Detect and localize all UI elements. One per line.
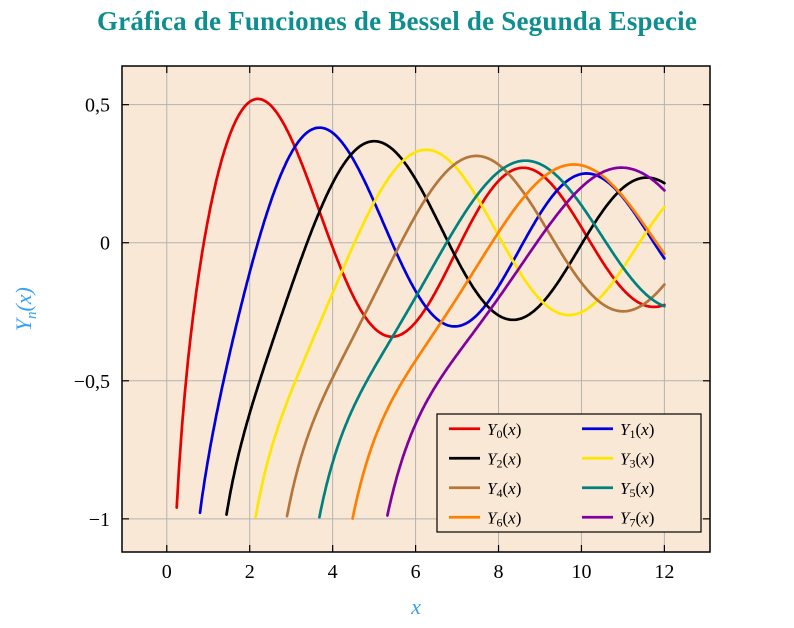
legend-label: Y7(x): [620, 508, 654, 529]
legend-item: Y5(x): [582, 479, 654, 500]
y-axis-label: Yn(x): [10, 249, 46, 369]
chart-title: Gráfica de Funciones de Bessel de Segund…: [96, 6, 698, 36]
x-tick-label: 10: [571, 561, 591, 583]
tick-labels: 0 2 4 6 8 10 12 0,5 0 −0,5 −1: [74, 95, 675, 583]
legend-label: Y1(x): [620, 420, 654, 441]
legend-label: Y3(x): [620, 449, 654, 470]
legend-item: Y0(x): [449, 420, 521, 441]
y-axis-label-sub: n: [24, 311, 41, 320]
curve-y1: [198, 126, 666, 515]
x-axis-label: x: [411, 594, 421, 619]
legend-item: Y2(x): [449, 449, 521, 470]
y-tick-label: −0,5: [74, 371, 110, 393]
curve-y5: [318, 159, 666, 519]
tick-marks: [122, 66, 710, 552]
x-tick-label: 6: [411, 561, 421, 583]
legend-item: Y7(x): [582, 508, 654, 529]
x-tick-label: 2: [245, 561, 255, 583]
y-axis-label-base: Y: [10, 319, 36, 332]
legend: Y0(x) Y1(x) Y2(x) Y3(x) Y4(x) Y5(x) Y6(x) Y7(x): [436, 413, 702, 533]
curve-y7: [386, 166, 666, 517]
y-tick-label: 0: [100, 233, 110, 255]
y-tick-label: −1: [89, 509, 110, 531]
curve-y2: [225, 139, 666, 516]
curve-y6: [351, 163, 666, 520]
y-tick-label: 0,5: [85, 95, 110, 117]
curves: [175, 97, 666, 520]
legend-label: Y5(x): [620, 479, 654, 500]
legend-label: Y2(x): [487, 449, 521, 470]
x-tick-label: 4: [328, 561, 338, 583]
legend-box: [436, 413, 702, 533]
y-axis-label-args: (x): [10, 287, 36, 312]
legend-item: Y4(x): [449, 479, 521, 500]
legend-item: Y1(x): [582, 420, 654, 441]
curve-y4: [285, 154, 666, 518]
curve-y0: [175, 97, 666, 509]
curve-y3: [254, 148, 666, 519]
legend-item: Y3(x): [582, 449, 654, 470]
x-tick-label: 12: [654, 561, 674, 583]
legend-item: Y6(x): [449, 508, 521, 529]
legend-label: Y0(x): [487, 420, 521, 441]
legend-label: Y6(x): [487, 508, 521, 529]
x-tick-label: 0: [162, 561, 172, 583]
x-tick-label: 8: [494, 561, 504, 583]
legend-label: Y4(x): [487, 479, 521, 500]
